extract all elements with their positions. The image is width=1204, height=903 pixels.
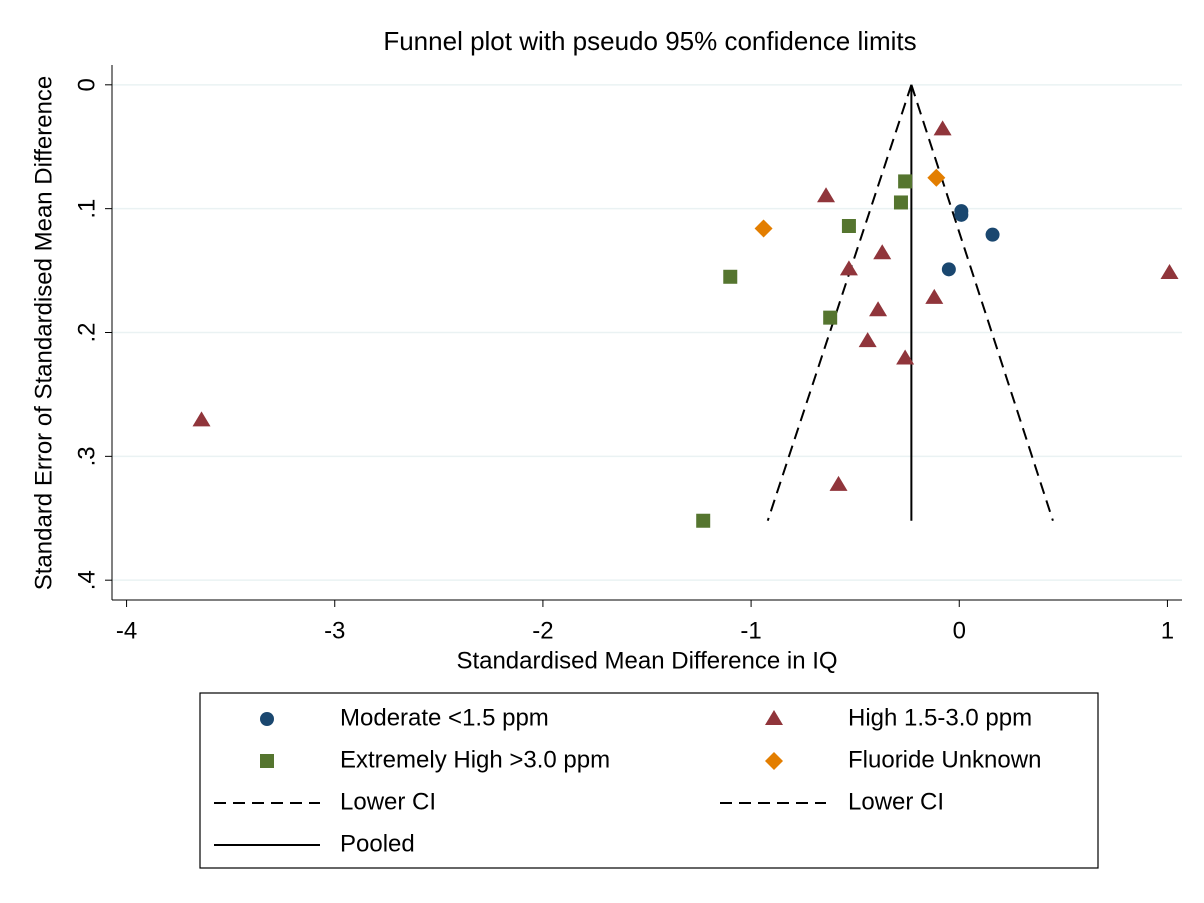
point [817,187,836,203]
x-tick-label: 1 [1161,617,1174,644]
point [925,288,944,304]
ci-line [766,84,913,522]
x-tick-label: -3 [324,617,345,644]
point [896,349,915,365]
point [823,310,838,325]
point [927,168,946,187]
point [839,260,858,276]
x-tick-label: 0 [953,617,966,644]
point [1160,264,1179,280]
point [841,218,856,233]
ci-line [910,84,1054,522]
chart-title: Funnel plot with pseudo 95% confidence l… [383,26,916,56]
point [941,262,956,277]
legend-marker [765,710,783,725]
point [954,207,969,222]
x-axis-label: Standardised Mean Difference in IQ [456,647,837,674]
legend-box [199,692,1099,869]
legend-label: Fluoride Unknown [848,746,1041,773]
point [898,174,913,189]
legend-label: Moderate <1.5 ppm [340,704,549,731]
legend-marker [260,712,274,726]
legend-label: Extremely High >3.0 ppm [340,746,610,773]
y-tick-label: .4 [73,570,100,590]
y-tick-label: .2 [73,322,100,342]
point [754,219,773,238]
y-tick-label: 0 [73,78,100,91]
point [869,301,888,317]
point [192,411,211,427]
point [985,227,1000,242]
point [893,195,908,210]
legend-marker [765,752,783,770]
x-tick-label: -2 [532,617,553,644]
y-tick-label: .1 [73,199,100,219]
point [858,332,877,348]
point [829,475,848,491]
y-axis-label: Standard Error of Standardised Mean Diff… [30,76,57,591]
legend-label: Pooled [340,830,415,857]
legend-label: High 1.5-3.0 ppm [848,704,1032,731]
legend-label: Lower CI [340,788,436,815]
legend-marker [260,754,274,768]
legend-label: Lower CI [848,788,944,815]
x-tick-label: -4 [116,617,137,644]
point [696,513,711,528]
point [933,120,952,136]
x-tick-label: -1 [740,617,761,644]
point [873,244,892,260]
point [723,269,738,284]
y-tick-label: .3 [73,446,100,466]
